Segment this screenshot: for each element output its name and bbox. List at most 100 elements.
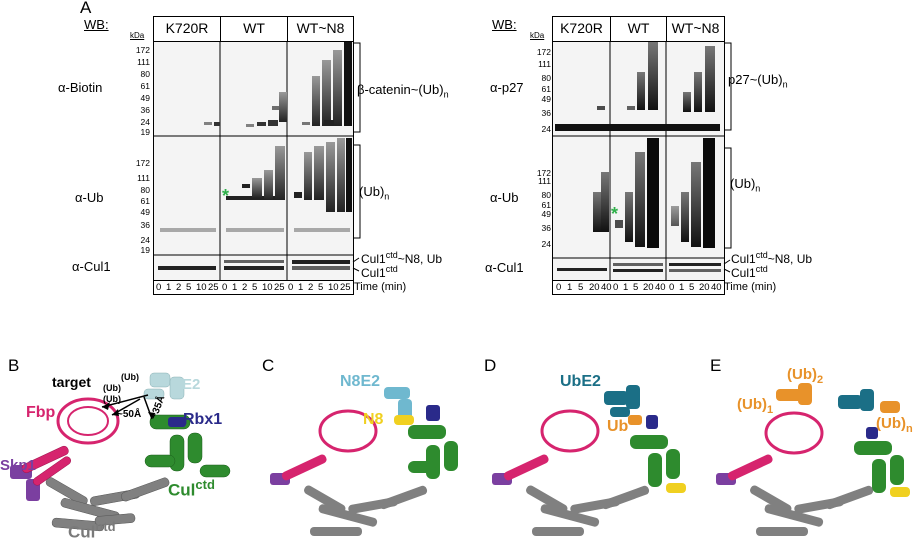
kda-label-left: kDa — [130, 31, 145, 40]
blot-right — [552, 41, 725, 281]
lane-k720r: K720R — [560, 20, 603, 36]
time-tick: 10 — [262, 282, 273, 293]
ubn-sub: n — [906, 423, 913, 435]
cul1-text: Cul1 — [361, 266, 386, 280]
time-tick: 10 — [328, 282, 339, 293]
time-tick: 5 — [252, 282, 258, 293]
label-ub1-e: (Ub)1 — [737, 396, 773, 416]
bracket-label-ubn-right: (Ub)n — [730, 176, 760, 194]
blot-left-svg — [154, 42, 353, 280]
lane-header-left: K720R WT WT~N8 — [153, 16, 354, 43]
cul1-text: Cul1 — [361, 252, 386, 266]
cul1-sup: ctd — [755, 250, 768, 260]
ub2-sub: 2 — [817, 374, 824, 386]
time-tick: 25 — [274, 282, 285, 293]
cul1-sup: ctd — [385, 264, 398, 274]
cul-ntd-sup: ntd — [95, 519, 116, 534]
lane-wt-n8: WT~N8 — [296, 20, 345, 36]
bracket-label-sub: n — [384, 191, 390, 202]
mw-marker: 172 — [135, 45, 150, 55]
wb-label-right: WB: — [492, 17, 517, 32]
mw-marker: 61 — [541, 84, 551, 94]
time-tick: 20 — [589, 282, 600, 293]
ub1-sub: 1 — [767, 404, 774, 416]
mw-marker: 111 — [538, 59, 551, 69]
mw-marker: 49 — [541, 94, 551, 104]
antibody-p27: α-p27 — [490, 80, 524, 95]
cul1-sup: ctd — [755, 264, 768, 274]
bracket-label-text: (Ub) — [730, 176, 756, 191]
time-row-right — [552, 280, 725, 295]
structure-b — [10, 372, 231, 532]
panel-b-letter: B — [8, 356, 20, 375]
mw-marker: 61 — [541, 200, 551, 210]
time-tick: 5 — [186, 282, 192, 293]
ub1-text: (Ub) — [737, 396, 767, 413]
mw-marker: 80 — [541, 73, 551, 83]
label-e2: E2 — [182, 376, 201, 393]
label-ub-2: (Ub) — [103, 383, 121, 393]
mw-marker: 24 — [541, 239, 551, 249]
mw-marker: 49 — [140, 207, 150, 217]
time-tick: 2 — [176, 282, 182, 293]
label-n8: N8 — [363, 411, 384, 428]
brackets-left — [352, 42, 361, 272]
cul-ctd-text: Cul — [168, 480, 196, 500]
wb-label-left: WB: — [84, 17, 109, 32]
label-cul-ntd: Culntd — [68, 519, 116, 543]
lane-wt-n8: WT~N8 — [671, 20, 720, 36]
lane-header-right: K720R WT WT~N8 — [552, 16, 725, 43]
time-tick: 0 — [156, 282, 162, 293]
mw-marker: 61 — [140, 196, 150, 206]
antibody-ub-left: α-Ub — [75, 190, 104, 205]
blot-left — [153, 41, 354, 281]
time-tick: 20 — [643, 282, 654, 293]
time-tick: 1 — [232, 282, 238, 293]
structure-e — [716, 383, 910, 536]
time-tick: 40 — [655, 282, 666, 293]
bracket-label-ubn-left: (Ub)n — [359, 184, 389, 202]
time-tick: 5 — [318, 282, 324, 293]
mw-marker: 172 — [536, 168, 551, 178]
label-target: target — [52, 374, 91, 390]
mw-column-right-p27: 172 111 80 61 49 36 24 — [525, 47, 551, 134]
blot-right-svg — [553, 42, 724, 280]
label-fbp: Fbp — [26, 404, 56, 421]
time-tick: 0 — [556, 282, 562, 293]
mw-marker: 61 — [140, 81, 150, 91]
time-tick: 5 — [633, 282, 639, 293]
time-tick: 10 — [196, 282, 207, 293]
time-tick: 25 — [208, 282, 219, 293]
ub2-text: (Ub) — [787, 366, 817, 383]
mw-marker: 80 — [140, 69, 150, 79]
time-tick: 1 — [567, 282, 573, 293]
mw-marker: 172 — [135, 158, 150, 168]
time-values-left: 0 1 2 5 1025 0 1 2 5 1025 0 1 2 5 1025 — [156, 282, 352, 293]
bracket-label-text: p27~(Ub) — [728, 72, 783, 87]
brackets-right — [723, 42, 732, 273]
mw-marker: 172 — [536, 47, 551, 57]
cul1-sup: ctd — [385, 250, 398, 260]
asterisk-left: * — [222, 186, 230, 206]
time-tick: 0 — [288, 282, 294, 293]
cul-ctd-sup: ctd — [195, 477, 215, 492]
panel-e-letter: E — [710, 356, 722, 375]
structure-c — [270, 387, 458, 536]
kda-label-right: kDa — [530, 31, 545, 40]
mw-marker: 36 — [140, 105, 150, 115]
lane-wt: WT — [243, 20, 265, 36]
bracket-label-sub: n — [755, 183, 761, 194]
time-label-right: Time (min) — [724, 281, 777, 293]
time-tick: 2 — [242, 282, 248, 293]
mw-marker: 111 — [137, 173, 150, 183]
mw-marker: 36 — [541, 223, 551, 233]
label-ub-3: (Ub) — [103, 394, 121, 404]
bracket-label-p27: p27~(Ub)n — [728, 72, 788, 90]
lane-k720r: K720R — [165, 20, 209, 36]
mw-marker: 19 — [140, 127, 150, 137]
lane-wt: WT — [627, 20, 650, 36]
label-ube2: UbE2 — [560, 373, 601, 390]
cul1-label-left: Cul1ctd — [361, 264, 398, 280]
structure-d — [492, 385, 686, 536]
time-tick: 1 — [679, 282, 685, 293]
